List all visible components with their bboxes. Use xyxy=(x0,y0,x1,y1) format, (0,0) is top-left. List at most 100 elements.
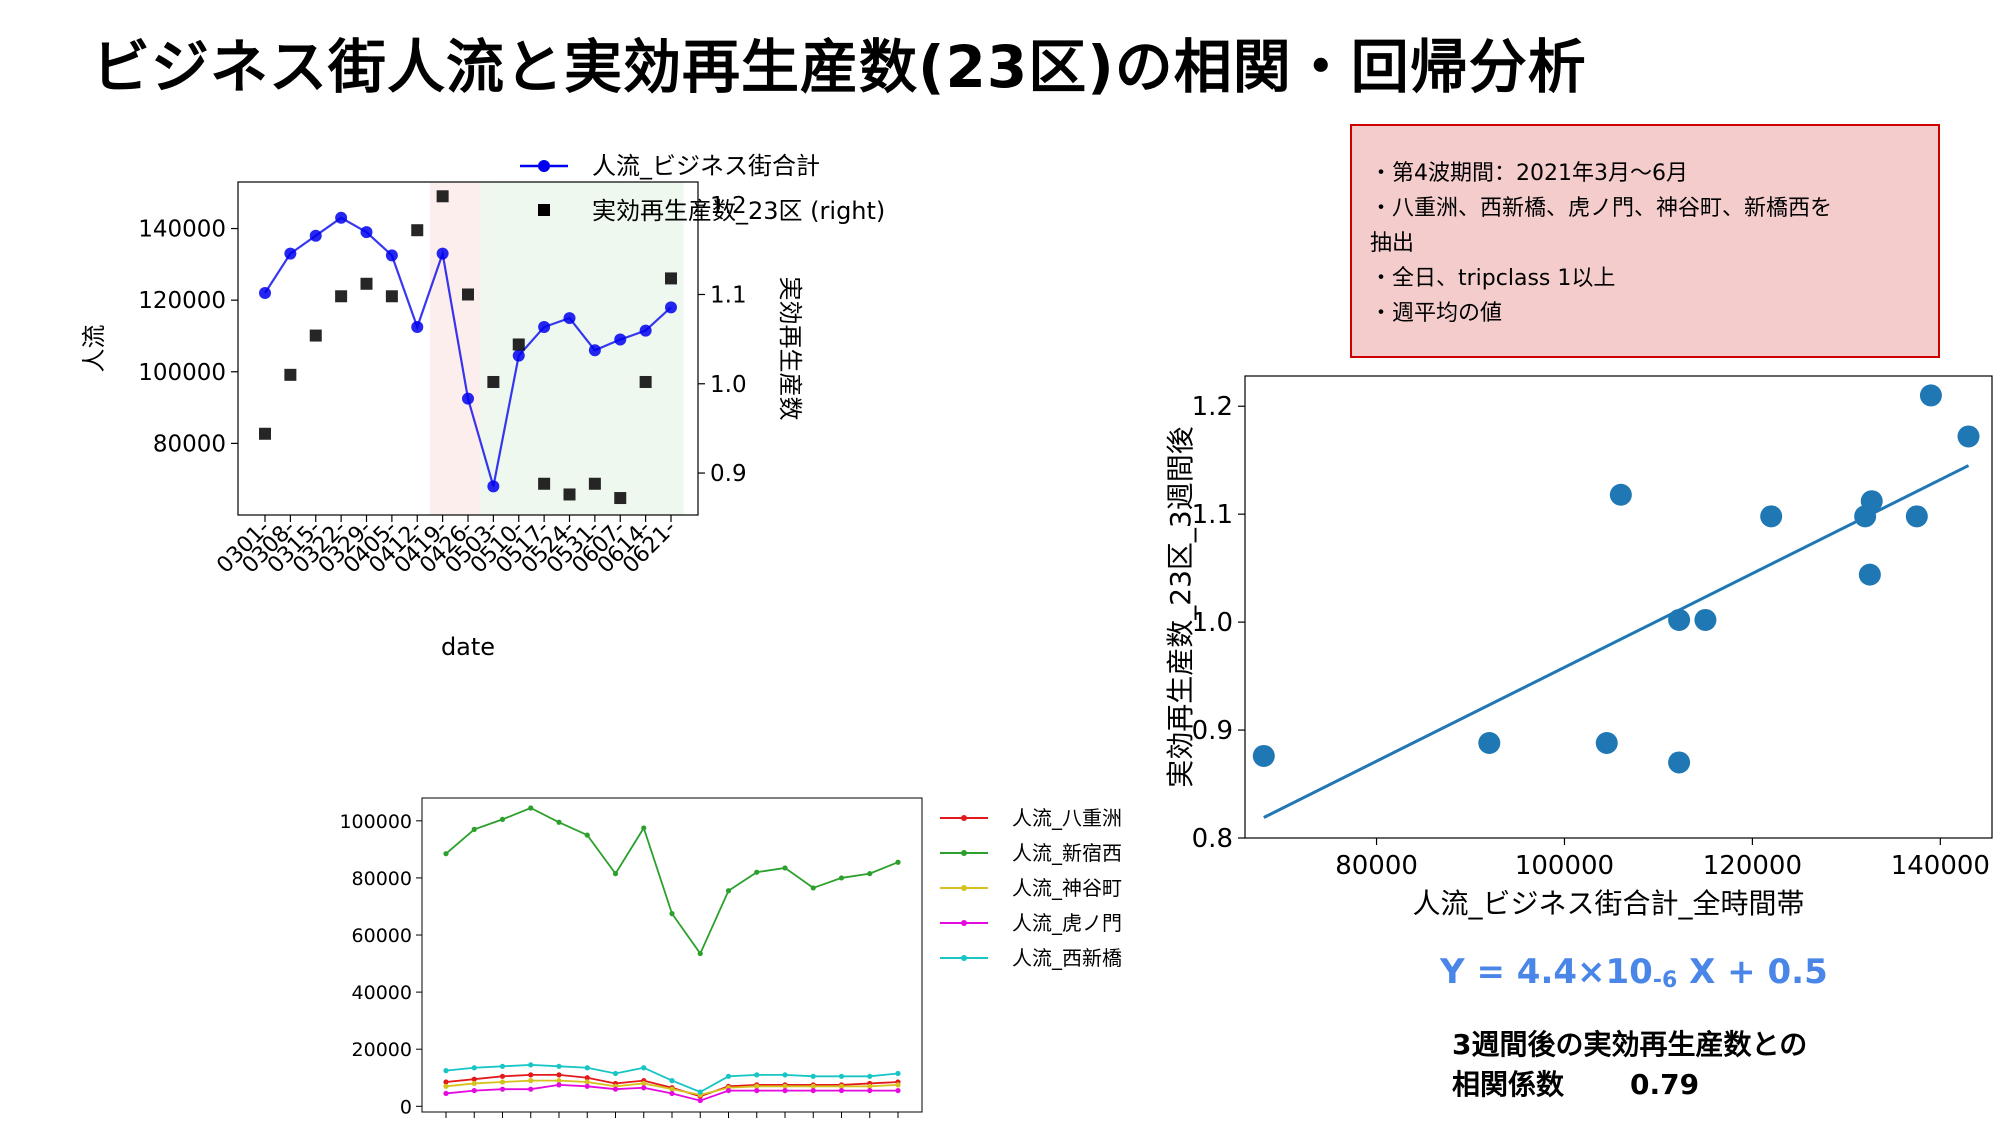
area-series-point xyxy=(838,875,845,881)
note-line: ・第4波期間：2021年3月〜6月 xyxy=(1370,161,1688,186)
area-series-point xyxy=(556,1063,562,1069)
area-series-point xyxy=(669,911,675,917)
area-series-point xyxy=(471,1087,477,1094)
rt-point xyxy=(665,272,677,285)
y-tick-label: 40000 xyxy=(352,982,412,1004)
area-series-line xyxy=(445,807,899,956)
area-series-point xyxy=(810,1083,816,1089)
area-series-point xyxy=(528,805,534,811)
area-series-point xyxy=(810,885,816,891)
rt-point xyxy=(563,488,576,501)
area-series-point xyxy=(584,832,590,838)
y2-axis-label: 実効再生産数 xyxy=(776,277,804,421)
scatter-point xyxy=(1694,608,1717,631)
scatter-point xyxy=(1595,732,1618,755)
y-tick-label: 0 xyxy=(400,1096,412,1118)
y-tick-label: 20000 xyxy=(352,1039,412,1061)
area-series-point xyxy=(895,1087,901,1094)
area-series-point xyxy=(697,1097,703,1104)
slide-title: ビジネス街人流と実効再生産数(23区)の相関・回帰分析 xyxy=(92,33,1587,101)
regression-equation: Y = 4.4×10-6 X + 0.5 xyxy=(1440,952,1828,993)
area-series-point xyxy=(754,1087,760,1094)
area-series-point xyxy=(669,1078,675,1084)
scatter-point xyxy=(1668,608,1691,631)
x-tick-label: 140000 xyxy=(1891,851,1990,881)
y-tick-label: 1.2 xyxy=(1192,392,1233,422)
shaded-range xyxy=(429,182,481,515)
area-series-point xyxy=(443,1083,449,1089)
people-flow-point xyxy=(436,247,449,260)
scatter-point xyxy=(1668,751,1691,774)
time-series-chart: 800001000001200001400000.91.01.11.20301-… xyxy=(80,152,885,661)
area-series-point xyxy=(612,871,619,877)
rt-point xyxy=(436,190,449,203)
scatter-point xyxy=(1919,384,1942,407)
y-tick-label: 80000 xyxy=(153,431,226,457)
area-series-point xyxy=(499,816,506,823)
area-series-point xyxy=(556,819,562,825)
area-series-point xyxy=(838,1073,845,1079)
area-series-point xyxy=(528,1086,534,1092)
area-series-point xyxy=(782,1072,788,1078)
area-breakdown-chart: 0 20000 40000 60000 80000 100000 人流_八重洲人流_新宿西人… xyxy=(339,797,1122,1118)
note-line: 抽出 xyxy=(1370,231,1415,256)
scatter-point xyxy=(1609,483,1632,506)
area-series-point xyxy=(697,950,703,957)
legend-label: 人流_虎ノ門 xyxy=(1012,911,1122,935)
scatter-point xyxy=(1478,732,1501,755)
area-series-point xyxy=(697,1089,703,1095)
people-flow-point xyxy=(385,249,398,262)
legend-point-marker xyxy=(538,160,550,172)
x-tick-label: 120000 xyxy=(1703,851,1802,881)
correlation-label-2: 相関係数 xyxy=(1452,1068,1565,1101)
area-series-point xyxy=(612,1070,619,1077)
y2-tick-label: 0.9 xyxy=(710,461,747,487)
rt-point xyxy=(385,290,398,303)
legend-label: 人流_ビジネス街合計 xyxy=(592,152,820,180)
people-flow-point xyxy=(335,211,348,224)
legend-label: 人流_西新橋 xyxy=(1012,946,1122,970)
note-line: ・週平均の値 xyxy=(1370,301,1503,326)
legend-point-marker xyxy=(961,885,967,891)
equation-prefix: Y = 4.4×10 xyxy=(1440,952,1653,992)
people-flow-point xyxy=(487,480,500,493)
x-tick-label: 80000 xyxy=(1335,851,1418,881)
people-flow-point xyxy=(284,247,297,260)
rt-point xyxy=(411,224,424,237)
area-series-point xyxy=(725,888,732,894)
area-series-point xyxy=(556,1078,562,1084)
x-tick-label: 100000 xyxy=(1515,851,1614,881)
y-tick-label: 100000 xyxy=(339,811,412,833)
scatter-point xyxy=(1252,744,1275,767)
y2-tick-label: 1.0 xyxy=(710,372,747,398)
area-series-point xyxy=(556,1072,562,1078)
area-series-point xyxy=(838,1087,845,1094)
scatter-point xyxy=(1760,505,1783,528)
area-series-point xyxy=(641,1085,647,1091)
rt-point xyxy=(614,492,627,505)
area-series-point xyxy=(838,1083,845,1089)
area-series-point xyxy=(754,869,760,875)
area-series-point xyxy=(669,1086,675,1092)
note-box: ・第4波期間：2021年3月〜6月 ・八重洲、西新橋、虎ノ門、神谷町、新橋西を … xyxy=(1350,124,1940,358)
area-series-point xyxy=(669,1090,675,1097)
area-series-point xyxy=(499,1073,506,1079)
y-tick-label: 1.1 xyxy=(1192,500,1233,530)
people-flow-point xyxy=(259,287,271,299)
area-series-point xyxy=(810,1073,816,1079)
people-flow-point xyxy=(563,312,576,325)
legend-label: 人流_神谷町 xyxy=(1012,876,1122,900)
y-tick-label: 100000 xyxy=(138,360,226,386)
equation-suffix: X + 0.5 xyxy=(1677,952,1828,992)
area-series-point xyxy=(471,1076,477,1082)
people-flow-point xyxy=(538,321,551,334)
area-series-point xyxy=(895,859,901,865)
area-series-point xyxy=(584,1079,590,1085)
people-flow-point xyxy=(614,333,627,346)
legend-label: 実効再生産数_23区 (right) xyxy=(592,197,885,225)
scatter-point xyxy=(1905,505,1928,528)
y-tick-label: 120000 xyxy=(138,288,226,314)
area-series-point xyxy=(810,1087,816,1094)
plot-frame xyxy=(1244,375,1993,839)
y-tick-label: 0.9 xyxy=(1192,716,1233,746)
